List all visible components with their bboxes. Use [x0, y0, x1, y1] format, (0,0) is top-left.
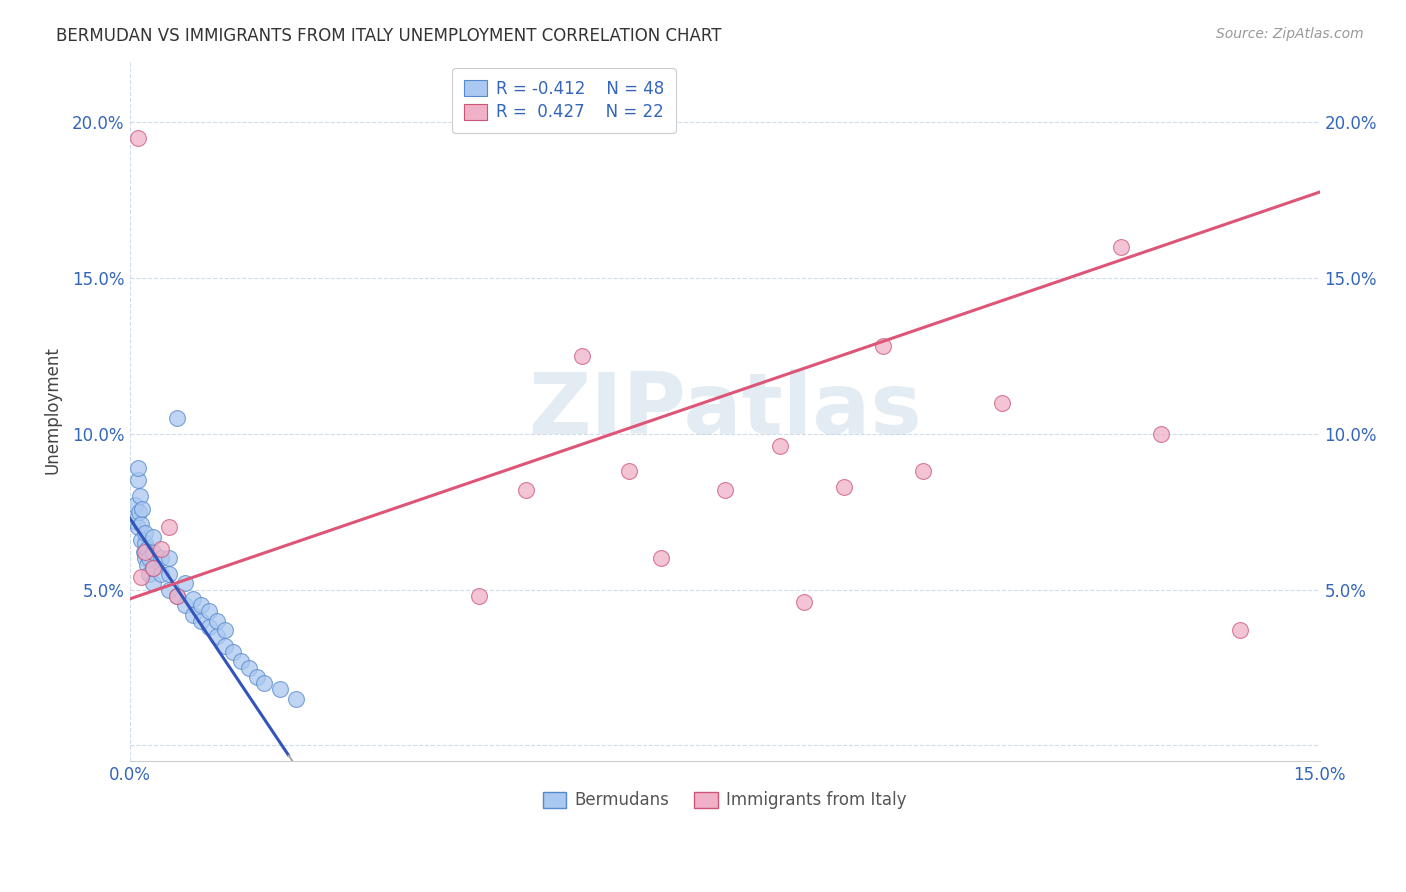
Point [872, 339, 894, 353]
Point [190, 614, 212, 628]
Point [198, 604, 221, 618]
Point [832, 480, 855, 494]
Point [245, 670, 267, 684]
Point [131, 517, 153, 532]
Legend: Bermudans, Immigrants from Italy: Bermudans, Immigrants from Italy [536, 785, 912, 816]
Point [214, 623, 236, 637]
Point [205, 629, 228, 643]
Point [138, 551, 160, 566]
Point [911, 464, 934, 478]
Point [131, 570, 153, 584]
Point [134, 536, 156, 550]
Point [769, 439, 792, 453]
Point [131, 501, 153, 516]
Point [285, 691, 308, 706]
Text: BERMUDAN VS IMMIGRANTS FROM ITALY UNEMPLOYMENT CORRELATION CHART: BERMUDAN VS IMMIGRANTS FROM ITALY UNEMPL… [56, 27, 721, 45]
Point [150, 551, 173, 566]
Point [157, 520, 180, 534]
Point [131, 533, 153, 547]
Point [157, 582, 180, 597]
Point [142, 561, 165, 575]
Point [124, 499, 146, 513]
Point [142, 561, 165, 575]
Point [122, 514, 145, 528]
Point [166, 411, 188, 425]
Point [157, 551, 180, 566]
Point [134, 526, 156, 541]
Point [1150, 426, 1173, 441]
Point [571, 349, 593, 363]
Point [793, 595, 815, 609]
Point [1109, 240, 1132, 254]
Point [181, 591, 204, 606]
Point [166, 589, 188, 603]
Point [991, 395, 1014, 409]
Point [515, 483, 537, 497]
Point [214, 639, 236, 653]
Point [205, 614, 228, 628]
Point [713, 483, 735, 497]
Point [174, 598, 197, 612]
Point [253, 676, 276, 690]
Point [269, 682, 291, 697]
Point [142, 545, 165, 559]
Y-axis label: Unemployment: Unemployment [44, 346, 60, 475]
Point [238, 660, 260, 674]
Point [181, 607, 204, 622]
Point [134, 551, 156, 566]
Point [127, 520, 149, 534]
Point [619, 464, 641, 478]
Point [142, 576, 165, 591]
Text: Source: ZipAtlas.com: Source: ZipAtlas.com [1216, 27, 1364, 41]
Point [132, 545, 155, 559]
Point [467, 589, 489, 603]
Point [174, 576, 197, 591]
Point [1229, 623, 1251, 637]
Point [128, 505, 150, 519]
Point [229, 654, 252, 668]
Point [222, 645, 245, 659]
Point [150, 567, 173, 582]
Point [129, 489, 152, 503]
Point [157, 567, 180, 582]
Point [650, 551, 672, 566]
Point [150, 542, 173, 557]
Point [198, 620, 221, 634]
Point [136, 558, 159, 572]
Point [127, 461, 149, 475]
Text: ZIPatlas: ZIPatlas [527, 368, 921, 452]
Point [136, 542, 159, 557]
Point [127, 474, 149, 488]
Point [190, 598, 212, 612]
Point [166, 589, 188, 603]
Point [127, 130, 149, 145]
Point [138, 567, 160, 582]
Point [142, 530, 165, 544]
Point [134, 545, 156, 559]
